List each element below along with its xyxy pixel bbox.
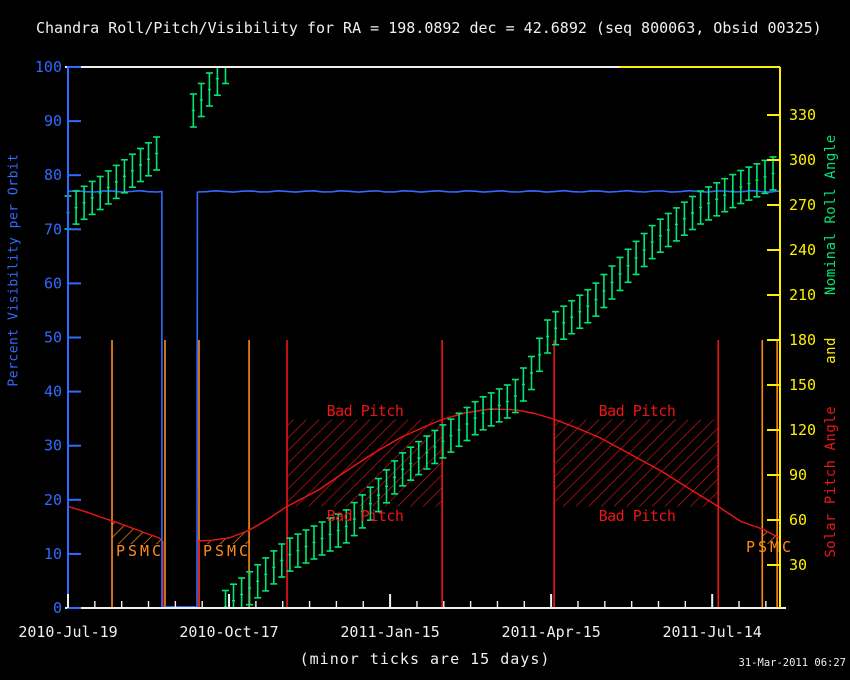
axes: 0 10 20 30 40 50 60 70 80 90 100 30 60 90 120 150 180 210… <box>18 58 816 641</box>
y-tick-label-left: 0 <box>53 599 62 617</box>
bad-pitch-label: Bad Pitch <box>326 507 404 525</box>
y-tick-label-left: 60 <box>44 274 62 292</box>
y-tick-label-right: 90 <box>789 466 807 484</box>
y-tick-label-right: 270 <box>789 196 816 214</box>
x-tick-label: 2011-Jan-15 <box>340 623 439 641</box>
y-tick-label-right: 180 <box>789 331 816 349</box>
right-axis-label-roll: Nominal Roll Angle <box>823 134 839 296</box>
x-tick-label: 2011-Apr-15 <box>501 623 600 641</box>
y-tick-label-left: 90 <box>44 112 62 130</box>
y-tick-label-left: 80 <box>44 166 62 184</box>
bad-pitch-label: Bad Pitch <box>598 402 676 420</box>
y-tick-label-right: 120 <box>789 421 816 439</box>
y-tick-label-right: 330 <box>789 106 816 124</box>
y-tick-label-left: 70 <box>44 220 62 238</box>
psmc-label: PSMC <box>202 542 252 560</box>
x-tick-label: 2011-Jul-14 <box>663 623 762 641</box>
left-axis-label: Percent Visibility per Orbit <box>6 153 22 387</box>
y-tick-label-right: 150 <box>789 376 816 394</box>
visibility-curve <box>67 189 781 608</box>
y-tick-label-right: 30 <box>789 556 807 574</box>
y-tick-label-right: 300 <box>789 151 816 169</box>
psmc-region <box>112 520 162 544</box>
y-tick-label-left: 20 <box>44 491 62 509</box>
right-axis-label: Solar Pitch Angle and Nominal Roll Angle <box>823 134 839 557</box>
psmc-region <box>762 529 778 544</box>
y-tick-label-left: 40 <box>44 383 62 401</box>
y-tick-label-right: 240 <box>789 241 816 259</box>
solar-pitch-curve <box>67 505 163 541</box>
x-axis-caption: (minor ticks are 15 days) <box>299 650 551 668</box>
chart-title: Chandra Roll/Pitch/Visibility for RA = 1… <box>36 19 822 37</box>
psmc-label: PSMC <box>745 538 795 556</box>
x-tick-label: 2010-Oct-17 <box>179 623 278 641</box>
y-tick-label-right: 210 <box>789 286 816 304</box>
bad-pitch-region <box>287 419 443 507</box>
y-tick-label-left: 10 <box>44 545 62 563</box>
y-tick-label-left: 50 <box>44 329 62 347</box>
right-axis-label-and: and <box>823 337 839 364</box>
render-timestamp: 31-Mar-2011 06:27 <box>738 657 846 669</box>
bad-pitch-label: Bad Pitch <box>326 402 404 420</box>
right-axis-label-pitch: Solar Pitch Angle <box>823 405 839 558</box>
y-tick-label-left: 100 <box>35 58 62 76</box>
bad-pitch-region <box>554 419 719 507</box>
y-tick-label-left: 30 <box>44 437 62 455</box>
x-tick-label: 2010-Jul-19 <box>18 623 117 641</box>
psmc-label: PSMC <box>115 542 165 560</box>
y-tick-label-right: 60 <box>789 511 807 529</box>
bad-pitch-label: Bad Pitch <box>598 507 676 525</box>
nominal-roll-band <box>64 67 777 608</box>
